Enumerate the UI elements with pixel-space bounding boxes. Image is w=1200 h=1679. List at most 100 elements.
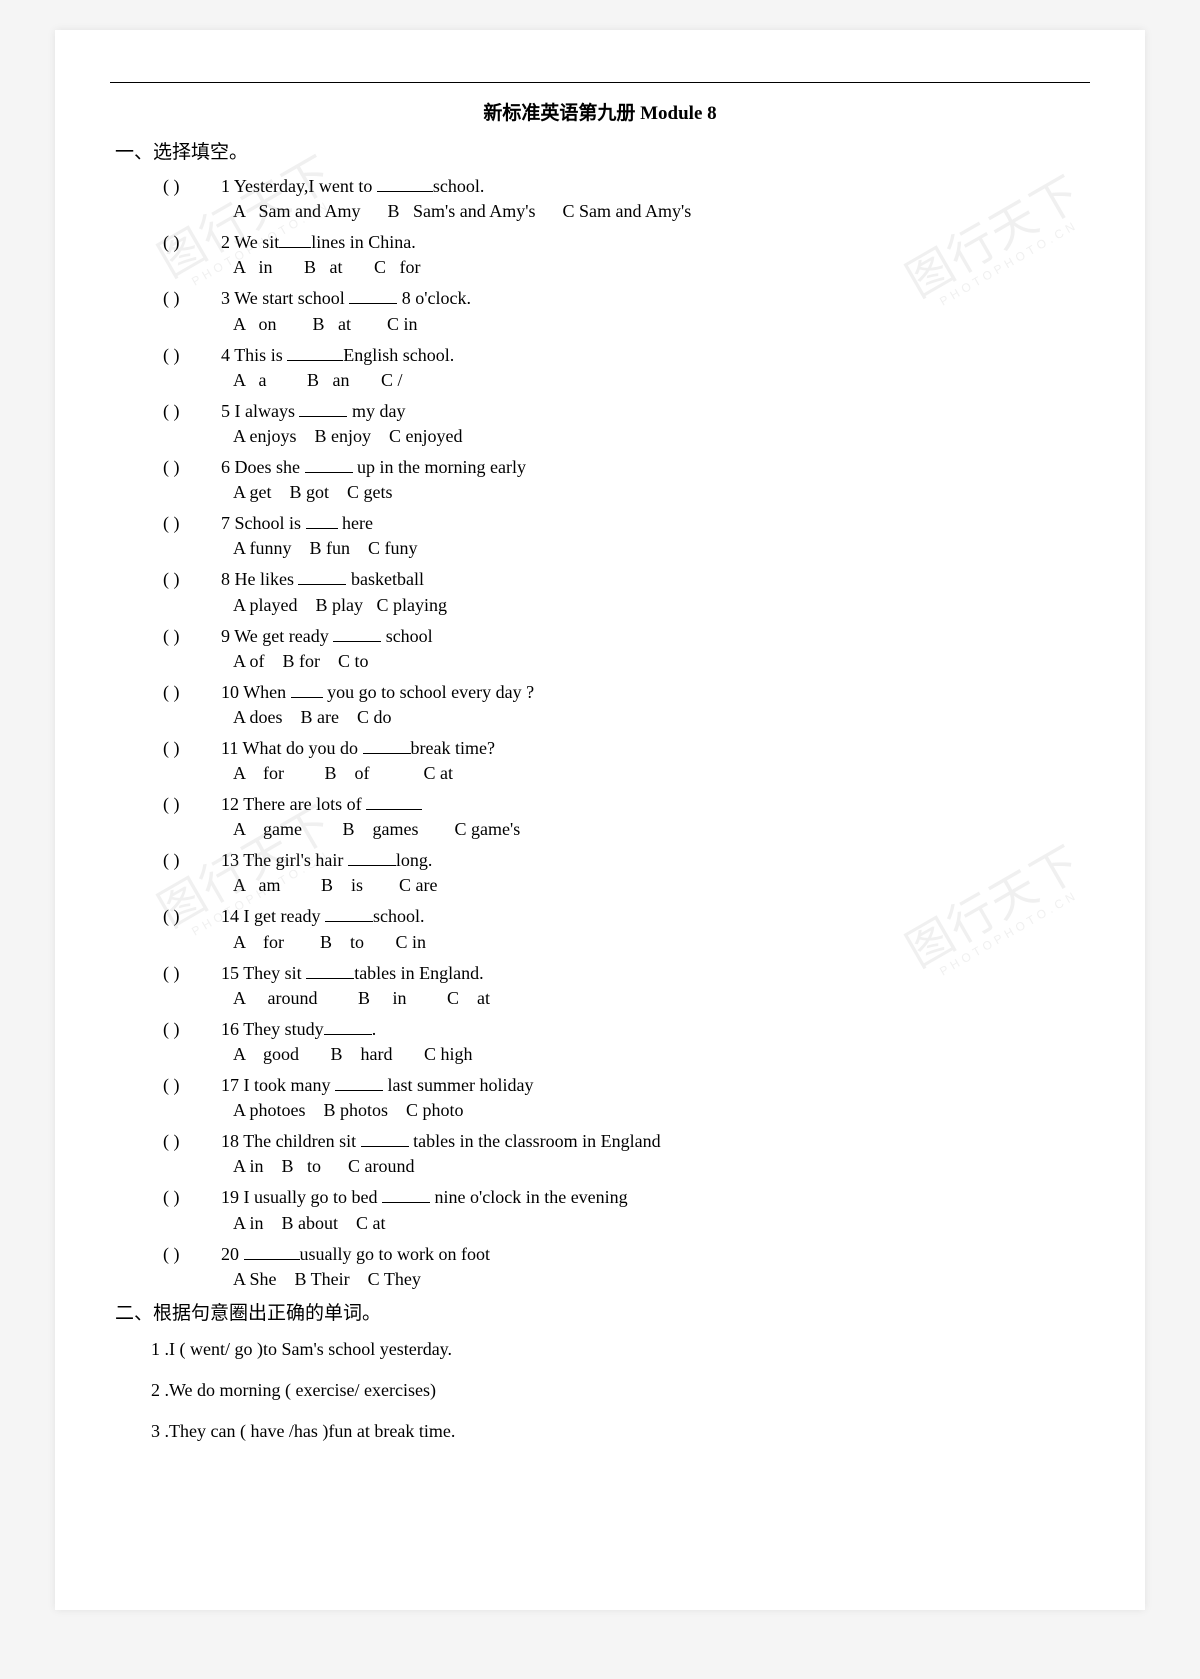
question-item: ( ) 5 I always my day: [163, 399, 1085, 424]
question-stem-post: English school.: [343, 345, 454, 365]
question-item: ( ) 8 He likes basketball: [163, 567, 1085, 592]
question-stem-pre: What do you do: [243, 738, 363, 758]
answer-bracket[interactable]: ( ): [163, 792, 221, 817]
answer-bracket[interactable]: ( ): [163, 230, 221, 255]
answer-bracket[interactable]: ( ): [163, 680, 221, 705]
question-number: 8: [221, 569, 235, 589]
question-stem-post: my day: [347, 401, 405, 421]
question-options: A in B to C around: [233, 1156, 1085, 1177]
answer-bracket[interactable]: ( ): [163, 455, 221, 480]
question-stem-pre: Yesterday,I went to: [234, 176, 377, 196]
question-number: 18: [221, 1131, 243, 1151]
fill-blank[interactable]: [361, 1131, 409, 1147]
question-stem-pre: They study: [243, 1019, 324, 1039]
question-item: ( ) 7 School is here: [163, 511, 1085, 536]
answer-bracket[interactable]: ( ): [163, 1017, 221, 1042]
question-number: 1: [221, 176, 234, 196]
section2-item: 2 .We do morning ( exercise/ exercises): [151, 1380, 1085, 1401]
question-item: ( ) 2 We sitlines in China.: [163, 230, 1085, 255]
fill-blank[interactable]: [333, 625, 381, 641]
fill-blank[interactable]: [291, 682, 323, 698]
section2-title: 二、根据句意圈出正确的单词。: [115, 1298, 1085, 1325]
question-options: A photoes B photos C photo: [233, 1100, 1085, 1121]
question-stem-post: tables in the classroom in England: [409, 1131, 661, 1151]
fill-blank[interactable]: [287, 344, 343, 360]
question-number: 19: [221, 1187, 244, 1207]
fill-blank[interactable]: [348, 850, 396, 866]
answer-bracket[interactable]: ( ): [163, 1129, 221, 1154]
fill-blank[interactable]: [377, 176, 433, 192]
question-item: ( ) 15 They sit tables in England.: [163, 961, 1085, 986]
fill-blank[interactable]: [305, 457, 353, 473]
fill-blank[interactable]: [349, 288, 397, 304]
answer-bracket[interactable]: ( ): [163, 399, 221, 424]
fill-blank[interactable]: [244, 1243, 300, 1259]
answer-bracket[interactable]: ( ): [163, 1185, 221, 1210]
fill-blank[interactable]: [279, 232, 311, 248]
answer-bracket[interactable]: ( ): [163, 624, 221, 649]
question-options: A of B for C to: [233, 651, 1085, 672]
fill-blank[interactable]: [306, 962, 354, 978]
question-stem-pre: There are lots of: [243, 794, 366, 814]
question-item: ( ) 3 We start school 8 o'clock.: [163, 286, 1085, 311]
question-stem-post: school: [381, 626, 433, 646]
answer-bracket[interactable]: ( ): [163, 567, 221, 592]
answer-bracket[interactable]: ( ): [163, 848, 221, 873]
fill-blank[interactable]: [324, 1019, 372, 1035]
fill-blank[interactable]: [306, 513, 338, 529]
fill-blank[interactable]: [299, 401, 347, 417]
question-number: 6: [221, 457, 235, 477]
fill-blank[interactable]: [325, 906, 373, 922]
answer-bracket[interactable]: ( ): [163, 1073, 221, 1098]
fill-blank[interactable]: [366, 794, 422, 810]
question-stem-pre: School is: [235, 513, 306, 533]
question-stem-pre: When: [243, 682, 290, 702]
question-options: A for B of C at: [233, 763, 1085, 784]
answer-bracket[interactable]: ( ): [163, 286, 221, 311]
question-item: ( ) 9 We get ready school: [163, 624, 1085, 649]
answer-bracket[interactable]: ( ): [163, 961, 221, 986]
question-stem-post: 8 o'clock.: [397, 288, 471, 308]
question-options: A Sam and Amy B Sam's and Amy's C Sam an…: [233, 201, 1085, 222]
question-options: A good B hard C high: [233, 1044, 1085, 1065]
question-options: A She B Their C They: [233, 1269, 1085, 1290]
fill-blank[interactable]: [335, 1075, 383, 1091]
answer-bracket[interactable]: ( ): [163, 343, 221, 368]
question-item: ( ) 1 Yesterday,I went to school.: [163, 174, 1085, 199]
question-options: A in B at C for: [233, 257, 1085, 278]
question-options: A funny B fun C funy: [233, 538, 1085, 559]
answer-bracket[interactable]: ( ): [163, 736, 221, 761]
question-number: 17: [221, 1075, 244, 1095]
question-stem-post: tables in England.: [354, 963, 483, 983]
question-item: ( ) 12 There are lots of: [163, 792, 1085, 817]
fill-blank[interactable]: [382, 1187, 430, 1203]
question-number: 10: [221, 682, 243, 702]
question-stem-pre: This is: [234, 345, 287, 365]
fill-blank[interactable]: [298, 569, 346, 585]
section1-title: 一、选择填空。: [115, 137, 1085, 164]
question-options: A on B at C in: [233, 314, 1085, 335]
question-number: 14: [221, 906, 244, 926]
fill-blank[interactable]: [363, 738, 411, 754]
question-options: A around B in C at: [233, 988, 1085, 1009]
question-options: A does B are C do: [233, 707, 1085, 728]
question-options: A a B an C /: [233, 370, 1085, 391]
answer-bracket[interactable]: ( ): [163, 511, 221, 536]
question-stem-post: you go to school every day ?: [323, 682, 534, 702]
question-item: ( ) 19 I usually go to bed nine o'clock …: [163, 1185, 1085, 1210]
document-title: 新标准英语第九册 Module 8: [115, 98, 1085, 125]
question-stem-post: nine o'clock in the evening: [430, 1187, 628, 1207]
answer-bracket[interactable]: ( ): [163, 904, 221, 929]
answer-bracket[interactable]: ( ): [163, 1242, 221, 1267]
question-stem-post: here: [338, 513, 373, 533]
question-stem-pre: I took many: [244, 1075, 336, 1095]
question-stem-post: school.: [373, 906, 425, 926]
question-number: 2: [221, 232, 234, 252]
question-stem-pre: Does she: [235, 457, 305, 477]
question-options: A get B got C gets: [233, 482, 1085, 503]
answer-bracket[interactable]: ( ): [163, 174, 221, 199]
question-options: A for B to C in: [233, 932, 1085, 953]
question-number: 16: [221, 1019, 243, 1039]
section2-items: 1 .I ( went/ go )to Sam's school yesterd…: [115, 1339, 1085, 1442]
question-number: 7: [221, 513, 235, 533]
